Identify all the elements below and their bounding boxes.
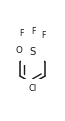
Text: S: S xyxy=(29,47,36,57)
Text: F: F xyxy=(19,29,24,38)
Text: O: O xyxy=(15,46,22,55)
Text: F: F xyxy=(41,31,46,40)
Text: Cl: Cl xyxy=(28,84,37,93)
Text: F: F xyxy=(32,27,36,36)
